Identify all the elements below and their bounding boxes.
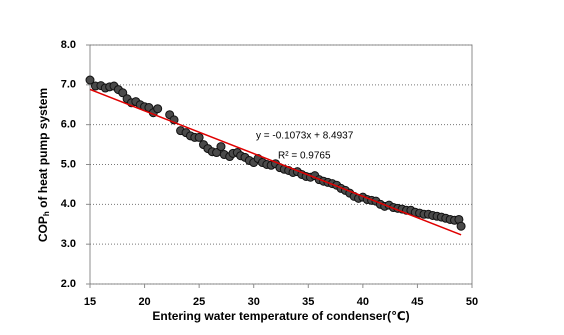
y-title-rest: of heat pump system — [36, 88, 50, 211]
x-tick-label: 15 — [84, 296, 96, 308]
y-tick-label: 5.0 — [61, 158, 76, 170]
x-tick-label: 50 — [466, 296, 478, 308]
y-title-main: COP — [36, 216, 50, 242]
y-tick-label: 7.0 — [61, 79, 76, 91]
trendline — [89, 88, 462, 236]
data-point — [118, 88, 128, 98]
x-tick-label: 45 — [411, 296, 423, 308]
x-axis-title: Entering water temperature of condenser(… — [152, 309, 409, 323]
x-tick-label: 40 — [357, 296, 369, 308]
data-point — [85, 75, 95, 85]
data-point — [194, 132, 204, 142]
equation: y = -0.1073x + 8.4937 — [256, 131, 354, 142]
data-point — [216, 142, 226, 152]
y-tick-label: 2.0 — [61, 278, 76, 290]
y-tick-label: 8.0 — [61, 39, 76, 51]
y-title-sub: h — [42, 211, 51, 216]
y-tick-label: 3.0 — [61, 238, 76, 250]
y-tick-label: 4.0 — [61, 198, 76, 210]
y-axis-title: COPh of heat pump system — [36, 88, 51, 242]
x-tick-label: 25 — [193, 296, 205, 308]
y-tick-label: 6.0 — [61, 119, 76, 131]
data-point — [456, 221, 466, 231]
r-squared: R² = 0.9765 — [278, 151, 331, 162]
x-tick-label: 35 — [302, 296, 314, 308]
data-point — [153, 104, 163, 114]
x-tick-label: 20 — [138, 296, 150, 308]
x-tick-label: 30 — [248, 296, 260, 308]
